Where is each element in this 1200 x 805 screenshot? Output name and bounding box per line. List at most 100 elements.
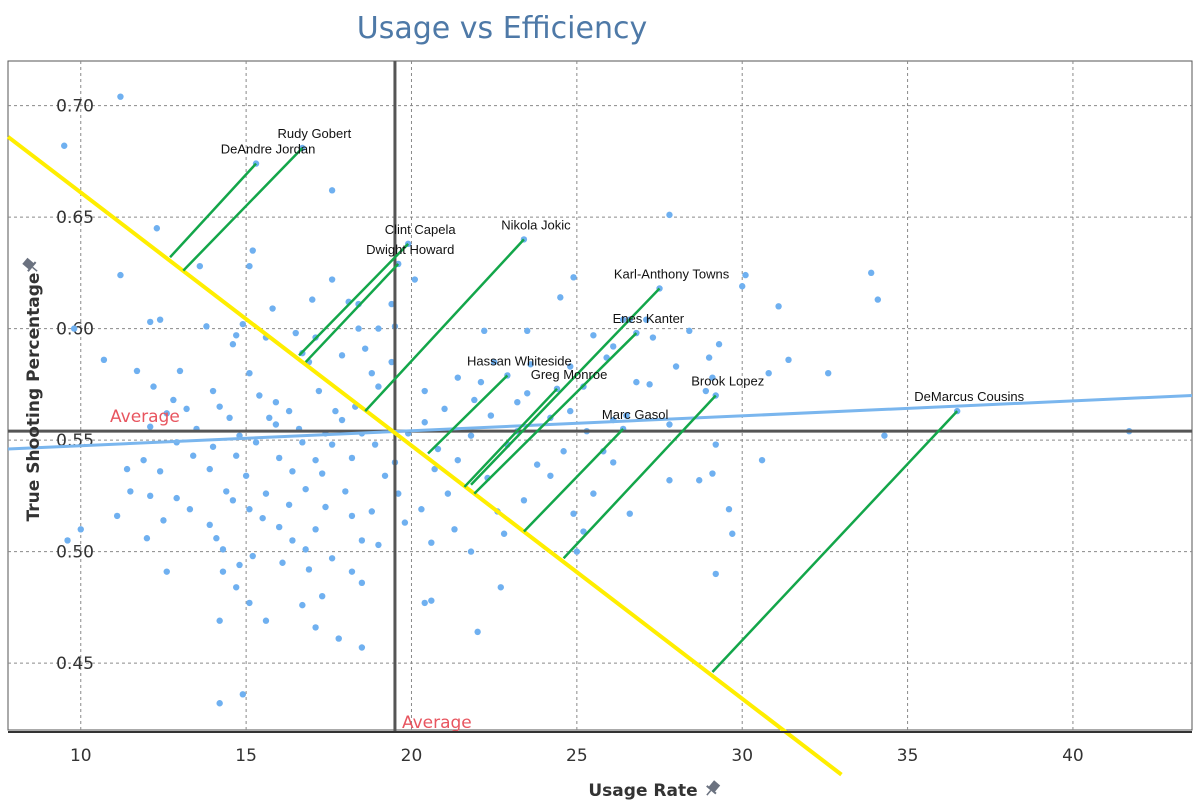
data-point (487, 412, 495, 419)
y-average-label: Average (110, 407, 180, 427)
x-tick-label: 30 (731, 746, 753, 766)
data-point (590, 332, 597, 339)
data-point (874, 296, 882, 303)
data-point (246, 370, 253, 377)
data-point (371, 441, 379, 448)
data-point (302, 485, 309, 493)
data-point (117, 93, 124, 100)
y-tick-label: 0.50 (56, 543, 94, 563)
x-axis-label: Usage Rate (588, 781, 697, 801)
data-point (269, 305, 276, 312)
projection-line (562, 394, 717, 560)
data-point (196, 262, 204, 270)
data-point (381, 472, 389, 479)
data-point (421, 387, 428, 395)
player-label: Greg Monroe (531, 367, 608, 382)
data-point (418, 506, 425, 513)
data-point (305, 566, 313, 573)
data-point (567, 363, 574, 370)
data-point (375, 541, 382, 549)
data-point (219, 546, 227, 553)
data-point (696, 477, 703, 484)
data-point (117, 271, 124, 279)
data-point (249, 552, 256, 560)
data-point (441, 405, 448, 413)
data-point (454, 374, 461, 381)
data-point (428, 539, 435, 546)
data-point (140, 456, 147, 464)
data-point (573, 548, 581, 555)
data-point (147, 423, 154, 430)
data-point (454, 456, 461, 464)
data-points (61, 93, 1133, 707)
data-point (246, 599, 253, 607)
data-point (216, 700, 223, 707)
x-axis-pin-icon (706, 780, 721, 796)
data-point (279, 559, 286, 566)
data-point (292, 329, 299, 337)
data-point (623, 412, 630, 419)
data-point (272, 398, 280, 406)
data-point (275, 454, 283, 462)
data-point (610, 343, 617, 350)
data-point (709, 374, 716, 381)
data-point (411, 276, 418, 283)
data-point (302, 546, 309, 553)
data-point (434, 445, 442, 453)
data-point (229, 497, 237, 504)
data-point (335, 635, 342, 642)
data-point (299, 439, 306, 446)
projection-line (182, 147, 304, 272)
data-point (156, 316, 164, 323)
projection-line (427, 374, 509, 455)
data-point (649, 334, 657, 341)
projection-line (364, 238, 525, 412)
data-point (156, 468, 164, 475)
data-point (524, 327, 531, 335)
projection-line (463, 387, 558, 488)
data-point (375, 325, 382, 332)
data-point (133, 367, 141, 375)
data-point (328, 187, 336, 194)
data-point (666, 477, 673, 484)
y-tick-label: 0.45 (56, 654, 94, 674)
data-point (527, 361, 534, 368)
data-point (686, 327, 693, 335)
data-point (358, 644, 366, 651)
data-point (239, 691, 247, 698)
data-point (206, 521, 213, 529)
data-point (147, 318, 154, 326)
data-point (867, 269, 875, 277)
data-point (533, 461, 541, 468)
data-point (328, 441, 336, 448)
data-point (825, 370, 832, 377)
data-point (725, 506, 733, 513)
data-point (547, 472, 554, 479)
data-point (580, 528, 587, 535)
data-point (358, 579, 366, 587)
data-point (332, 407, 339, 415)
data-point (233, 332, 240, 339)
x-tick-label: 20 (401, 746, 423, 766)
data-point (570, 510, 577, 517)
data-point (355, 325, 362, 332)
data-point (388, 300, 395, 308)
data-point (173, 494, 180, 502)
data-point (233, 452, 240, 459)
data-point (229, 341, 237, 348)
data-point (348, 568, 356, 575)
data-point (421, 419, 428, 426)
data-point (147, 492, 154, 500)
player-label: DeAndre Jordan (221, 142, 316, 157)
data-point (758, 456, 766, 464)
data-point (249, 247, 256, 254)
data-point (233, 584, 240, 591)
player-label: Marc Gasol (602, 407, 669, 422)
data-point (246, 506, 253, 513)
data-point (163, 568, 170, 575)
data-point (342, 488, 349, 495)
player-label: Karl-Anthony Towns (614, 266, 730, 281)
data-point (712, 570, 719, 578)
data-point (143, 535, 151, 542)
